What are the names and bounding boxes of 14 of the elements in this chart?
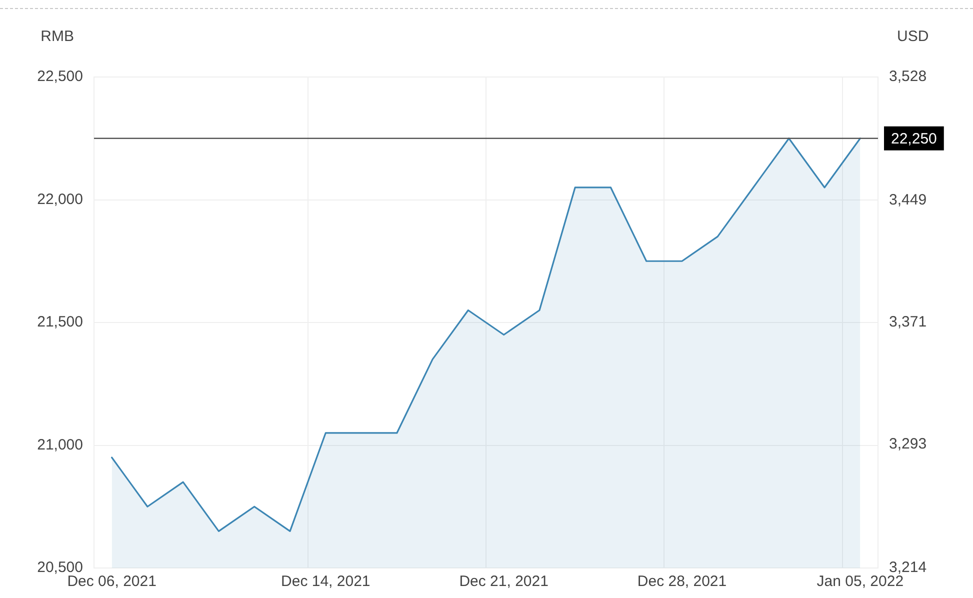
y2-tick-label: 3,449 xyxy=(889,192,927,209)
x-tick-label: Dec 14, 2021 xyxy=(281,573,370,590)
y-tick-label: 21,000 xyxy=(37,436,83,454)
y2-tick-label: 3,371 xyxy=(889,314,927,331)
x-tick-label: Dec 21, 2021 xyxy=(459,573,548,590)
x-tick-label: Dec 28, 2021 xyxy=(637,573,727,590)
y2-tick-label: 3,293 xyxy=(889,436,927,453)
y-tick-label: 22,000 xyxy=(37,190,83,208)
y-tick-label: 22,500 xyxy=(37,68,83,86)
y2-tick-label: 3,528 xyxy=(889,68,927,86)
y2-axis-title: USD xyxy=(897,28,929,46)
y-axis-title: RMB xyxy=(40,28,74,46)
ref-line-label: 22,250 xyxy=(891,130,937,148)
y-tick-label: 21,500 xyxy=(37,314,83,331)
